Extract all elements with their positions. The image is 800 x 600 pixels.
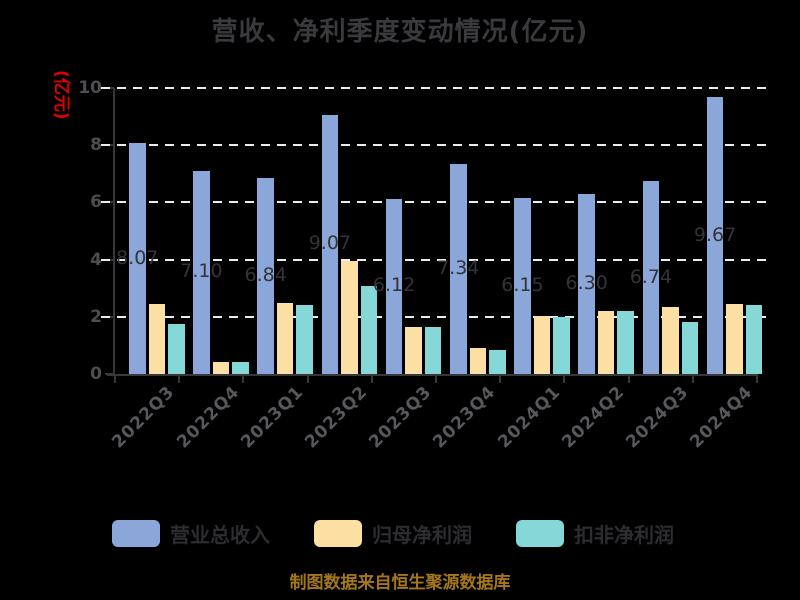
- revenue-swatch-icon: [112, 519, 160, 547]
- non-gaap-net-profit-bar-2024Q4: [745, 305, 763, 374]
- net-profit-bar-2023Q4: [469, 348, 486, 374]
- y-tick-label: 6: [90, 192, 102, 213]
- bar-value-label: 9.07: [308, 232, 351, 255]
- x-axis-label-2023Q3: 2023Q3: [365, 382, 436, 453]
- y-tick-label: 4: [90, 249, 102, 270]
- chart-title: 营收、净利季度变动情况(亿元): [211, 17, 589, 47]
- net-profit-swatch-icon: [314, 519, 362, 547]
- x-tick-mark: [435, 376, 437, 383]
- gridline: [101, 201, 771, 204]
- legend-item-non-gaap-profit: 扣非净利润: [516, 519, 674, 548]
- net-profit-bar-2024Q4: [726, 303, 743, 374]
- revenue-bar-2023Q4: [450, 164, 467, 374]
- net-profit-bar-2023Q2: [341, 261, 358, 374]
- revenue-bar-2024Q3: [642, 181, 660, 374]
- x-axis-label-2023Q2: 2023Q2: [301, 382, 372, 453]
- x-tick-mark: [499, 376, 502, 383]
- bar-value-label: 7.34: [437, 257, 480, 280]
- revenue-bar-2022Q3: [129, 143, 146, 374]
- y-tick-label: 2: [90, 306, 102, 327]
- net-profit-bar-2022Q4: [212, 361, 230, 374]
- gridline: [101, 258, 771, 261]
- x-tick-mark: [306, 376, 309, 383]
- non-gaap-net-profit-bar-2024Q1: [553, 317, 570, 374]
- x-tick-mark: [563, 376, 566, 383]
- legend-item-net-profit: 归母净利润: [314, 519, 472, 548]
- bar-value-label: 6.30: [565, 271, 608, 294]
- bar-value-label: 7.10: [180, 260, 223, 283]
- net-profit-bar-2024Q2: [597, 311, 615, 374]
- data-source-note: 制图数据来自恒生聚源数据库: [289, 573, 511, 593]
- revenue-bar-2024Q1: [514, 198, 531, 374]
- legend-label: 扣非净利润: [574, 522, 674, 547]
- x-axis-label-2022Q4: 2022Q4: [172, 382, 244, 453]
- net-profit-bar-2023Q1: [276, 303, 294, 374]
- y-tick-mark: [105, 373, 114, 375]
- legend-label: 归母净利润: [372, 522, 472, 547]
- x-axis-label-2024Q4: 2024Q4: [686, 382, 757, 453]
- bar-value-label: 9.67: [693, 223, 737, 246]
- x-axis-label-2024Q2: 2024Q2: [558, 382, 629, 453]
- bar-value-label: 6.74: [629, 265, 672, 288]
- y-tick-label: 8: [90, 135, 102, 156]
- bar-value-label: 6.12: [372, 274, 416, 297]
- bar-value-label: 6.84: [244, 264, 287, 287]
- non-gaap-net-profit-bar-2023Q2: [360, 285, 378, 374]
- plot-area: 8.07 7.10 6.84 9.07 6.12 7.34 6.15 6.30 6.74 9.67: [101, 87, 771, 374]
- x-axis-label-2023Q4: 2023Q4: [429, 382, 501, 453]
- x-axis-label-2023Q1: 2023Q1: [237, 382, 308, 453]
- net-profit-bar-2024Q1: [533, 316, 551, 374]
- revenue-bar-2024Q4: [706, 97, 724, 374]
- legend: 营业总收入 归母净利润 扣非净利润: [112, 518, 674, 548]
- x-axis-label-2024Q1: 2024Q1: [493, 382, 565, 453]
- non-gaap-net-profit-bar-2022Q4: [232, 361, 249, 374]
- bar-value-label: 6.15: [501, 274, 544, 297]
- legend-label: 营业总收入: [170, 522, 270, 547]
- gridline: [101, 144, 771, 147]
- net-profit-bar-2023Q3: [405, 327, 422, 374]
- x-axis-line: [107, 374, 758, 376]
- non-gaap-profit-swatch-icon: [516, 519, 564, 547]
- net-profit-bar-2022Q3: [148, 303, 165, 374]
- non-gaap-net-profit-bar-2024Q3: [681, 321, 699, 374]
- x-tick-mark: [114, 376, 116, 383]
- y-tick-label: 10: [78, 78, 102, 98]
- revenue-bar-2023Q2: [321, 114, 339, 374]
- x-tick-mark: [691, 376, 694, 383]
- gridline: [101, 87, 771, 89]
- non-gaap-net-profit-bar-2023Q1: [296, 304, 313, 374]
- x-tick-mark: [627, 376, 630, 383]
- non-gaap-net-profit-bar-2023Q4: [489, 349, 506, 374]
- x-tick-mark: [756, 376, 758, 383]
- net-profit-bar-2024Q3: [662, 307, 679, 374]
- non-gaap-net-profit-bar-2022Q3: [168, 323, 185, 374]
- x-tick-mark: [370, 376, 373, 383]
- x-axis-label-2022Q3: 2022Q3: [108, 382, 180, 453]
- legend-item-revenue: 营业总收入: [112, 519, 270, 548]
- bar-value-label: 8.07: [116, 246, 159, 269]
- non-gaap-net-profit-bar-2023Q3: [424, 327, 442, 374]
- x-axis-label-2024Q3: 2024Q3: [622, 382, 693, 453]
- revenue-bar-2023Q3: [385, 198, 403, 374]
- revenue-bar-2022Q4: [193, 170, 210, 374]
- x-tick-mark: [178, 376, 181, 383]
- revenue-bar-2023Q1: [257, 178, 274, 374]
- revenue-bar-2024Q2: [578, 193, 595, 374]
- x-tick-mark: [242, 376, 245, 383]
- y-axis-line: [113, 88, 115, 376]
- gridline: [101, 315, 771, 318]
- y-tick-label: 0: [90, 364, 102, 384]
- non-gaap-net-profit-bar-2024Q2: [617, 311, 634, 374]
